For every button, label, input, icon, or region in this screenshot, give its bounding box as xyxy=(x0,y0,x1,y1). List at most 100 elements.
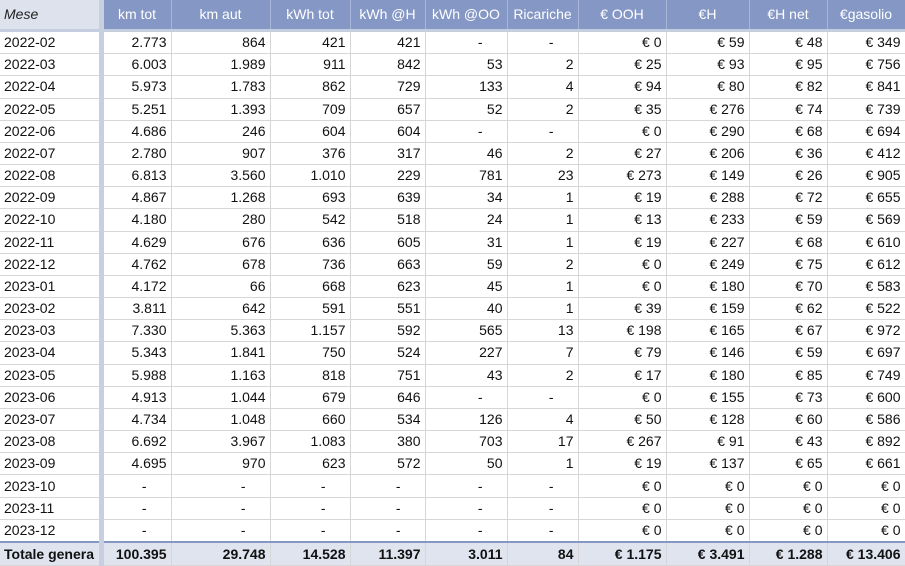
cell-kwh-home[interactable]: 646 xyxy=(350,386,426,409)
cell-eur-gasolio[interactable]: € 697 xyxy=(827,341,905,365)
cell-eur-ooh[interactable]: € 0 xyxy=(578,275,667,299)
cell-ricariche[interactable]: 1 xyxy=(507,186,579,210)
cell-eur-gasolio[interactable]: € 905 xyxy=(827,164,905,188)
total-cell-km-aut[interactable]: 29.748 xyxy=(171,541,271,566)
cell-kwh-ooh[interactable]: - xyxy=(425,497,508,520)
cell-eur-gasolio[interactable]: € 612 xyxy=(827,253,905,276)
cell-eur-home-net[interactable]: € 70 xyxy=(749,275,828,299)
cell-kwh-tot[interactable]: 679 xyxy=(270,386,351,409)
cell-eur-gasolio[interactable]: € 749 xyxy=(827,364,905,387)
cell-kwh-home[interactable]: - xyxy=(350,497,426,520)
cell-eur-home-net[interactable]: € 82 xyxy=(749,75,828,99)
cell-kwh-tot[interactable]: 421 xyxy=(270,30,351,55)
cell-eur-home-net[interactable]: € 73 xyxy=(749,386,828,409)
cell-eur-gasolio[interactable]: € 349 xyxy=(827,30,905,55)
cell-km-tot[interactable]: 4.867 xyxy=(101,186,172,210)
cell-ricariche[interactable]: 2 xyxy=(507,142,579,166)
cell-eur-gasolio[interactable]: € 569 xyxy=(827,208,905,232)
total-cell-eur-ooh[interactable]: € 1.175 xyxy=(578,541,667,566)
cell-kwh-ooh[interactable]: 227 xyxy=(425,341,508,365)
cell-km-tot[interactable]: 5.343 xyxy=(101,341,172,365)
cell-kwh-tot[interactable]: 750 xyxy=(270,341,351,365)
cell-month[interactable]: 2023-07 xyxy=(0,408,104,432)
cell-eur-home-net[interactable]: € 0 xyxy=(749,497,828,520)
cell-eur-ooh[interactable]: € 0 xyxy=(578,253,667,276)
cell-ricariche[interactable]: 23 xyxy=(507,164,579,188)
cell-eur-home-net[interactable]: € 59 xyxy=(749,341,828,365)
cell-kwh-ooh[interactable]: 565 xyxy=(425,319,508,343)
cell-kwh-ooh[interactable]: 46 xyxy=(425,142,508,166)
cell-kwh-home[interactable]: 551 xyxy=(350,297,426,321)
cell-eur-gasolio[interactable]: € 661 xyxy=(827,452,905,476)
cell-km-aut[interactable]: 66 xyxy=(171,275,271,299)
cell-kwh-ooh[interactable]: 45 xyxy=(425,275,508,299)
cell-kwh-ooh[interactable]: 133 xyxy=(425,75,508,99)
cell-kwh-home[interactable]: 729 xyxy=(350,75,426,99)
cell-month[interactable]: 2023-09 xyxy=(0,452,104,476)
cell-km-aut[interactable]: 1.783 xyxy=(171,75,271,99)
cell-eur-gasolio[interactable]: € 0 xyxy=(827,497,905,520)
cell-eur-gasolio[interactable]: € 610 xyxy=(827,231,905,254)
cell-km-aut[interactable]: 970 xyxy=(171,452,271,476)
cell-eur-home[interactable]: € 206 xyxy=(666,142,750,166)
cell-eur-gasolio[interactable]: € 892 xyxy=(827,430,905,454)
cell-km-aut[interactable]: 5.363 xyxy=(171,319,271,343)
cell-eur-home-net[interactable]: € 60 xyxy=(749,408,828,432)
cell-eur-home[interactable]: € 249 xyxy=(666,253,750,276)
cell-eur-home[interactable]: € 91 xyxy=(666,430,750,454)
cell-ricariche[interactable]: 2 xyxy=(507,98,579,121)
cell-ricariche[interactable]: - xyxy=(507,120,579,143)
cell-km-tot[interactable]: 7.330 xyxy=(101,319,172,343)
cell-km-aut[interactable]: 1.044 xyxy=(171,386,271,409)
cell-km-aut[interactable]: 280 xyxy=(171,208,271,232)
cell-kwh-ooh[interactable]: 34 xyxy=(425,186,508,210)
total-cell-eur-home-net[interactable]: € 1.288 xyxy=(749,541,828,566)
cell-kwh-tot[interactable]: 1.083 xyxy=(270,430,351,454)
cell-kwh-ooh[interactable]: 59 xyxy=(425,253,508,276)
cell-km-aut[interactable]: - xyxy=(171,474,271,498)
cell-month[interactable]: 2022-08 xyxy=(0,164,104,188)
cell-kwh-home[interactable]: 842 xyxy=(350,53,426,77)
cell-ricariche[interactable]: 2 xyxy=(507,364,579,387)
cell-eur-home-net[interactable]: € 68 xyxy=(749,231,828,254)
total-cell-km-tot[interactable]: 100.395 xyxy=(101,541,172,566)
cell-kwh-tot[interactable]: 911 xyxy=(270,53,351,77)
cell-km-tot[interactable]: 4.629 xyxy=(101,231,172,254)
cell-eur-home[interactable]: € 149 xyxy=(666,164,750,188)
cell-ricariche[interactable]: 7 xyxy=(507,341,579,365)
cell-km-tot[interactable]: 6.692 xyxy=(101,430,172,454)
cell-eur-home-net[interactable]: € 43 xyxy=(749,430,828,454)
cell-eur-home-net[interactable]: € 36 xyxy=(749,142,828,166)
header-kwh-home[interactable]: kWh @H xyxy=(350,0,426,32)
cell-kwh-ooh[interactable]: 126 xyxy=(425,408,508,432)
cell-eur-gasolio[interactable]: € 972 xyxy=(827,319,905,343)
cell-eur-ooh[interactable]: € 13 xyxy=(578,208,667,232)
cell-eur-ooh[interactable]: € 19 xyxy=(578,231,667,254)
cell-eur-home-net[interactable]: € 72 xyxy=(749,186,828,210)
cell-km-aut[interactable]: 1.048 xyxy=(171,408,271,432)
cell-kwh-ooh[interactable]: 24 xyxy=(425,208,508,232)
cell-kwh-tot[interactable]: 636 xyxy=(270,231,351,254)
cell-eur-home[interactable]: € 146 xyxy=(666,341,750,365)
cell-kwh-ooh[interactable]: - xyxy=(425,120,508,143)
cell-eur-gasolio[interactable]: € 739 xyxy=(827,98,905,121)
cell-km-tot[interactable]: 4.762 xyxy=(101,253,172,276)
cell-km-tot[interactable]: 2.780 xyxy=(101,142,172,166)
cell-eur-ooh[interactable]: € 0 xyxy=(578,386,667,409)
header-mese[interactable]: Mese xyxy=(0,0,104,32)
cell-eur-home[interactable]: € 233 xyxy=(666,208,750,232)
cell-kwh-home[interactable]: 229 xyxy=(350,164,426,188)
cell-eur-ooh[interactable]: € 0 xyxy=(578,30,667,55)
total-cell-kwh-home[interactable]: 11.397 xyxy=(350,541,426,566)
cell-km-aut[interactable]: 864 xyxy=(171,30,271,55)
cell-ricariche[interactable]: - xyxy=(507,519,579,543)
cell-kwh-ooh[interactable]: - xyxy=(425,519,508,543)
cell-month[interactable]: 2022-11 xyxy=(0,231,104,254)
cell-eur-ooh[interactable]: € 17 xyxy=(578,364,667,387)
cell-eur-home[interactable]: € 0 xyxy=(666,497,750,520)
cell-eur-home-net[interactable]: € 62 xyxy=(749,297,828,321)
cell-eur-home[interactable]: € 0 xyxy=(666,474,750,498)
cell-km-aut[interactable]: 1.268 xyxy=(171,186,271,210)
cell-eur-ooh[interactable]: € 267 xyxy=(578,430,667,454)
cell-month[interactable]: 2023-10 xyxy=(0,474,104,498)
